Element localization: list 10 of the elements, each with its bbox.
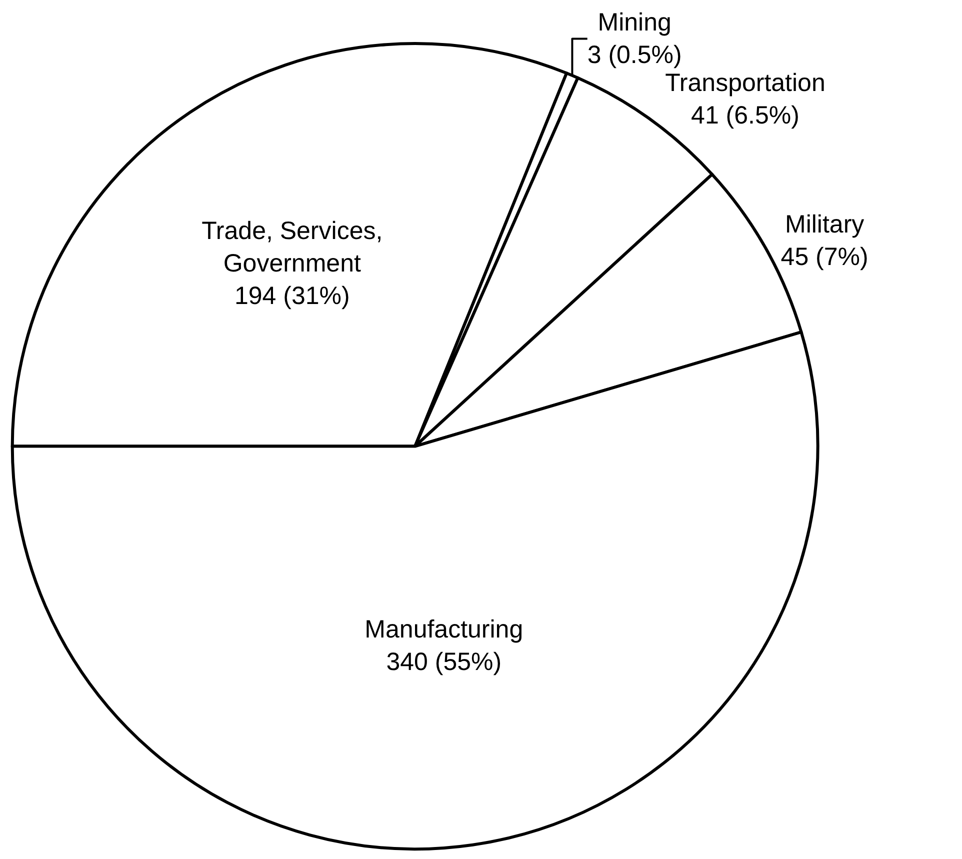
data-label: 45 (7%) xyxy=(780,243,868,272)
slice-label: Transportation xyxy=(665,68,826,97)
data-label: 194 (31%) xyxy=(234,282,350,310)
slice-label: Mining xyxy=(598,8,672,36)
data-label: 41 (6.5%) xyxy=(691,101,800,130)
slice-label: Trade, Services, Government xyxy=(202,217,383,278)
data-label: 340 (55%) xyxy=(386,648,502,676)
slice-label: Manufacturing xyxy=(364,615,524,644)
data-label: 3 (0.5%) xyxy=(587,40,682,69)
slice-label: Military xyxy=(784,210,865,239)
